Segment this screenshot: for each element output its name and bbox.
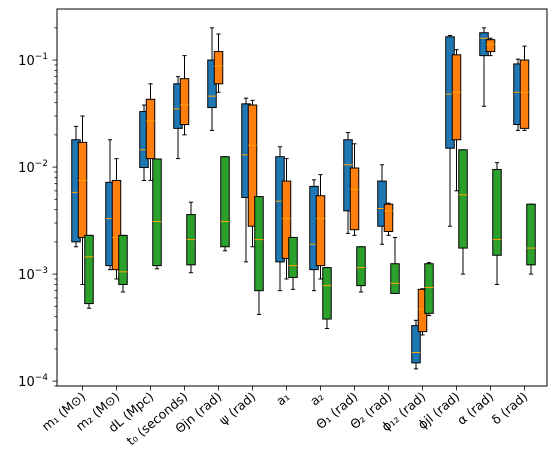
box-iqr: [213, 51, 224, 85]
y-tick-label: 10−3: [18, 266, 48, 283]
box-iqr: [519, 59, 530, 129]
box-iqr: [322, 267, 332, 320]
box-iqr: [145, 98, 156, 160]
box-plot-element: [207, 27, 217, 131]
box-plot-element: [424, 262, 434, 317]
box-iqr: [179, 78, 190, 125]
axes-frame: [56, 8, 548, 387]
y-axis: 10−410−310−210−1: [18, 27, 57, 390]
x-category-label: δ (rad): [489, 389, 531, 428]
box-plot-element: [383, 202, 394, 236]
box-iqr: [281, 180, 292, 259]
box-plot-element: [247, 99, 258, 248]
box-plot-element: [485, 37, 496, 57]
x-category-label: a₁: [273, 389, 292, 409]
box-plot-element: [377, 164, 387, 245]
box-plot-element: [118, 234, 128, 293]
box-iqr: [118, 234, 128, 285]
box-iqr: [390, 263, 400, 294]
box-iqr: [526, 203, 536, 266]
y-tick-exponent: −1: [35, 52, 48, 62]
box-plot-element: [526, 203, 536, 275]
box-plot-element: [213, 33, 224, 93]
y-tick-base: 10: [18, 268, 35, 283]
box-plot-element: [254, 196, 264, 315]
box-iqr: [247, 104, 258, 227]
box-plot-element: [390, 236, 400, 294]
box-iqr: [152, 158, 162, 267]
y-tick-exponent: −2: [35, 159, 48, 169]
box-iqr: [77, 141, 88, 238]
y-tick-exponent: −4: [35, 373, 49, 383]
box-plot-element: [145, 83, 156, 181]
x-axis: m₁ (M⊙)m₂ (M⊙)dL (Mpc)t₀ (seconds)Θjn (r…: [39, 386, 531, 448]
box-iqr: [288, 236, 298, 278]
y-tick-exponent: −3: [35, 266, 48, 276]
box-iqr: [458, 149, 468, 249]
box-iqr: [349, 167, 360, 231]
box-iqr: [451, 54, 462, 141]
x-category-label: a₂: [307, 389, 326, 409]
box-iqr: [377, 180, 387, 227]
box-plot-element: [411, 319, 421, 370]
box-plot-element: [315, 174, 326, 280]
box-iqr: [315, 195, 326, 267]
box-plot-element: [356, 246, 366, 293]
box-iqr: [356, 246, 366, 287]
box-iqr: [111, 179, 122, 271]
box-plot-element: [179, 55, 190, 136]
box-plot-element: [152, 158, 162, 270]
y-tick-label: 10−4: [18, 373, 48, 390]
box-plot-element: [281, 158, 292, 280]
box-plot-element: [451, 49, 462, 192]
box-plot-element: [84, 234, 94, 309]
x-category-label: ψ (rad): [216, 389, 258, 428]
box-iqr: [424, 263, 434, 314]
y-tick-label: 10−1: [18, 52, 48, 69]
y-tick-label: 10−2: [18, 159, 48, 176]
box-plot-element: [111, 158, 122, 280]
box-iqr: [220, 156, 230, 248]
box-plot-element: [458, 149, 468, 275]
box-plot-element: [492, 162, 502, 285]
box-iqr: [383, 203, 394, 233]
box-iqr: [411, 325, 421, 364]
y-tick-base: 10: [18, 161, 35, 176]
y-tick-base: 10: [18, 375, 35, 390]
box-iqr: [492, 168, 502, 256]
box-plot-element: [220, 156, 230, 252]
box-plot-element: [186, 201, 196, 274]
box-iqr: [254, 196, 264, 292]
box-iqr: [84, 234, 94, 305]
box-plot-element: [349, 143, 360, 236]
box-plot-element: [288, 236, 298, 290]
box-plot-element: [77, 115, 88, 285]
box-plot-element: [322, 267, 332, 330]
plot-area: [71, 27, 536, 370]
x-category-label: α (rad): [454, 389, 496, 428]
y-tick-base: 10: [18, 54, 35, 69]
box-iqr: [485, 39, 496, 53]
box-plot-element: [519, 45, 530, 131]
